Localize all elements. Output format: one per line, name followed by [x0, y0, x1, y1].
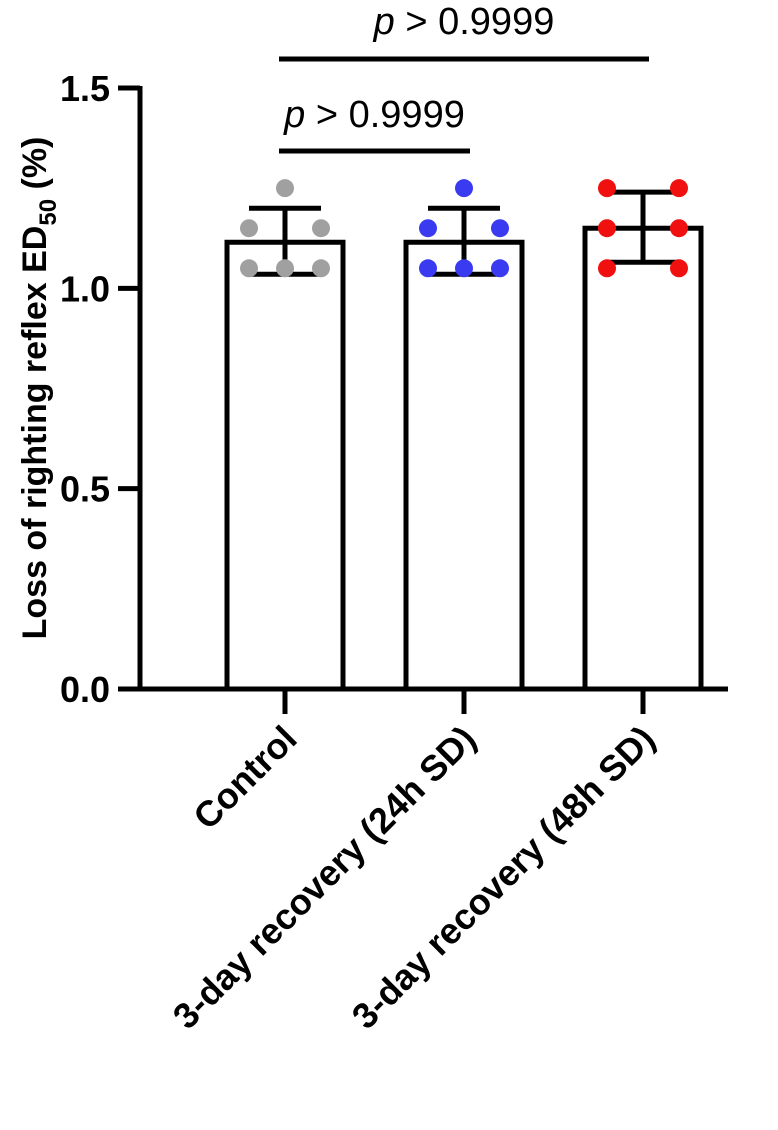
data-point: [419, 259, 437, 278]
p-value-label: p > 0.9999: [283, 94, 465, 136]
bar: [403, 239, 525, 692]
p-value-label: p > 0.9999: [373, 1, 555, 43]
data-point: [598, 219, 616, 238]
bar: [582, 225, 704, 692]
data-point: [276, 179, 294, 198]
category-label: 3-day recovery (48h SD): [344, 718, 663, 1037]
category-label: 3-day recovery (24h SD): [165, 718, 484, 1037]
data-point: [419, 219, 437, 238]
y-axis-label-main: Loss of righting reflex ED: [16, 226, 54, 640]
y-axis-label-subscript: 50: [35, 199, 62, 226]
bar: [224, 239, 346, 692]
data-points: [240, 179, 688, 278]
data-point: [312, 259, 330, 278]
y-tick-label: 0.5: [60, 469, 110, 510]
data-point: [670, 219, 688, 238]
p-symbol: p: [283, 94, 305, 136]
y-axis-label: Loss of righting reflex ED50 (%): [16, 137, 62, 640]
data-point: [455, 179, 473, 198]
y-axis-label-unit: (%): [16, 137, 54, 199]
data-point: [276, 259, 294, 278]
data-point: [240, 259, 258, 278]
p-value-text: > 0.9999: [395, 1, 555, 43]
data-point: [455, 259, 473, 278]
data-point: [491, 259, 509, 278]
p-symbol: p: [373, 1, 395, 43]
data-point: [670, 259, 688, 278]
data-point: [598, 179, 616, 198]
y-tick-label: 1.0: [60, 268, 110, 309]
y-tick-label: 0.0: [60, 669, 110, 710]
data-point: [491, 219, 509, 238]
category-label: Control: [185, 718, 304, 837]
data-point: [670, 179, 688, 198]
svg-text:Loss of righting reflex ED50 (: Loss of righting reflex ED50 (%): [16, 137, 62, 640]
data-point: [240, 219, 258, 238]
y-tick-label: 1.5: [60, 68, 110, 109]
p-value-text: > 0.9999: [305, 94, 465, 136]
bars: [224, 225, 704, 692]
data-point: [312, 219, 330, 238]
data-point: [598, 259, 616, 278]
